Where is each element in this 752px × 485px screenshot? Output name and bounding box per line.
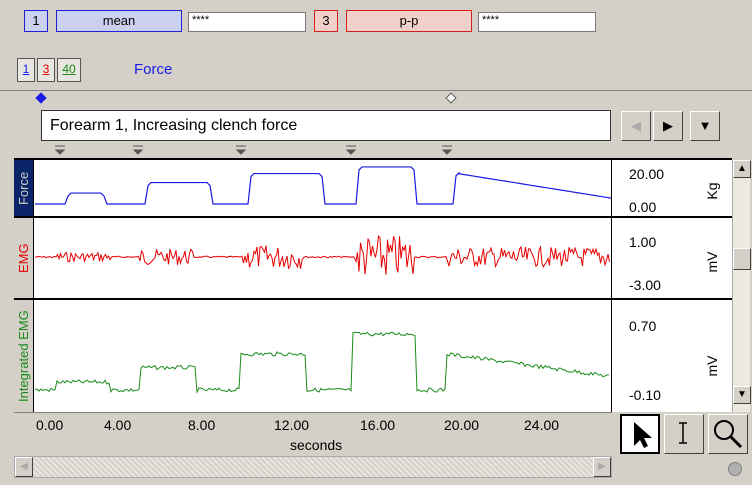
channel-button-40[interactable]: 40 xyxy=(57,58,81,82)
time-axis: 0.00 4.00 8.00 12.00 16.00 20.00 24.00 s… xyxy=(14,412,612,454)
scale-strip xyxy=(611,160,612,412)
selected-channel-label: Force xyxy=(134,61,173,78)
event-marker-icon xyxy=(345,145,357,155)
zoom-icon xyxy=(714,420,743,449)
emg-scale-top: 1.00 xyxy=(629,234,657,250)
event-markers xyxy=(0,144,620,158)
iemg-scale-bottom: -0.10 xyxy=(629,387,661,403)
i-beam-icon xyxy=(679,422,687,444)
x-axis-label: seconds xyxy=(290,437,343,453)
dropdown-button[interactable]: ▼ xyxy=(690,111,720,141)
x-tick-label: 20.00 xyxy=(444,417,480,433)
resize-grip-icon[interactable] xyxy=(728,462,742,476)
force-trace xyxy=(35,166,611,205)
x-tick-label: 12.00 xyxy=(274,417,310,433)
scroll-down-button[interactable]: ▼ xyxy=(733,386,751,404)
cursor-marker-1-icon[interactable] xyxy=(35,92,47,104)
event-marker-icon xyxy=(441,145,453,155)
force-unit: Kg xyxy=(704,182,720,200)
measurement-1-type[interactable]: mean xyxy=(56,10,182,32)
emg-unit: mV xyxy=(704,251,720,273)
emg-trace xyxy=(35,235,610,275)
horizontal-scrollbar[interactable]: ◀ ▶ xyxy=(14,456,612,478)
measurement-bar: 1 mean **** 3 p-p **** xyxy=(0,0,752,42)
x-tick-label: 4.00 xyxy=(104,417,132,433)
measurement-2-value: **** xyxy=(478,12,596,32)
arrow-icon xyxy=(634,422,652,448)
journal-title-field[interactable]: Forearm 1, Increasing clench force xyxy=(41,110,611,141)
x-tick-label: 0.00 xyxy=(36,417,64,433)
channel-label-integrated-emg[interactable]: Integrated EMG xyxy=(14,300,34,412)
graph-area[interactable] xyxy=(14,158,732,412)
plot-divider xyxy=(14,216,732,218)
channel-label-emg[interactable]: EMG xyxy=(14,218,34,298)
scroll-up-button[interactable]: ▲ xyxy=(733,160,751,178)
force-scale-bottom: 0.00 xyxy=(629,199,657,215)
i-beam-tool-button[interactable] xyxy=(664,414,704,454)
channel-button-3[interactable]: 3 xyxy=(37,58,55,82)
measurement-1-value: **** xyxy=(188,12,306,32)
measurement-1-channel[interactable]: 1 xyxy=(24,10,48,32)
x-tick-label: 8.00 xyxy=(188,417,216,433)
waveform-plot[interactable] xyxy=(35,160,611,412)
x-tick-label: 24.00 xyxy=(524,417,560,433)
measurement-2-channel[interactable]: 3 xyxy=(314,10,338,32)
cursor-marker-2-icon[interactable] xyxy=(445,92,457,104)
channel-label-force[interactable]: Force xyxy=(14,160,34,216)
channel-button-1[interactable]: 1 xyxy=(17,58,35,82)
event-marker-icon xyxy=(54,145,66,155)
scroll-thumb[interactable] xyxy=(733,248,751,270)
iemg-scale-top: 0.70 xyxy=(629,318,657,334)
plot-divider xyxy=(14,298,732,300)
scroll-right-button[interactable]: ▶ xyxy=(653,111,683,141)
event-marker-icon xyxy=(235,145,247,155)
vertical-scrollbar[interactable]: ▲ ▼ xyxy=(732,160,751,412)
scroll-left-button[interactable]: ◀ xyxy=(621,111,651,141)
zoom-tool-button[interactable] xyxy=(708,414,748,454)
x-tick-label: 16.00 xyxy=(360,417,396,433)
integrated-emg-trace xyxy=(35,331,610,394)
force-scale-top: 20.00 xyxy=(629,166,665,182)
divider xyxy=(0,90,752,91)
hscroll-left-button[interactable]: ◀ xyxy=(15,457,33,477)
hscroll-right-button[interactable]: ▶ xyxy=(593,457,611,477)
event-marker-icon xyxy=(132,145,144,155)
arrow-tool-button[interactable] xyxy=(620,414,660,454)
iemg-unit: mV xyxy=(704,355,720,377)
measurement-2-type[interactable]: p-p xyxy=(346,10,472,32)
emg-scale-bottom: -3.00 xyxy=(629,277,661,293)
